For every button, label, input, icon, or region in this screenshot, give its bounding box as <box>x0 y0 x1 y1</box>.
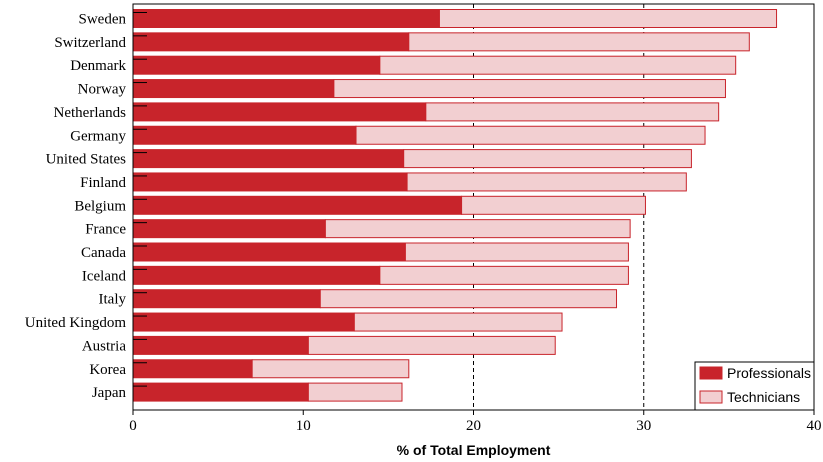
plot-frame <box>132 3 815 411</box>
category-label: Denmark <box>70 58 126 74</box>
category-label: United Kingdom <box>25 315 127 331</box>
x-tick-label: 10 <box>296 418 311 434</box>
bar-professionals-austria <box>132 335 309 355</box>
category-label: United States <box>46 152 127 168</box>
x-tick-label: 20 <box>466 418 481 434</box>
category-labels: Sweden Switzerland Denmark Norway Netherland… <box>25 12 127 402</box>
bar-professionals-denmark <box>132 55 381 75</box>
bar-professionals-canada <box>132 242 406 262</box>
bar-technicians-norway <box>333 79 726 99</box>
bar-technicians-austria <box>307 335 556 355</box>
category-label: Austria <box>82 338 127 354</box>
x-tick-label: 30 <box>636 418 651 434</box>
x-tick-label: 0 <box>129 418 137 434</box>
bar-technicians-italy <box>319 289 618 309</box>
bar-technicians-germany <box>355 125 706 145</box>
bar-technicians-korea <box>251 359 410 379</box>
bar-professionals-italy <box>132 289 321 309</box>
legend-swatch-professionals <box>699 366 723 380</box>
legend-swatch-technicians <box>699 390 723 404</box>
category-label: Finland <box>80 175 126 191</box>
bar-technicians-canada <box>404 242 629 262</box>
bar-technicians-denmark <box>379 55 737 75</box>
bar-technicians-japan <box>307 382 403 402</box>
category-label: Italy <box>99 292 127 308</box>
category-label: Netherlands <box>54 105 127 121</box>
bar-technicians-belgium <box>461 195 646 215</box>
bar-technicians-switzerland <box>408 32 750 52</box>
bar-technicians-netherlands <box>425 102 720 122</box>
bar-professionals-germany <box>132 125 357 145</box>
category-label: Iceland <box>82 268 127 284</box>
bar-professionals-france <box>132 219 326 239</box>
category-label: Japan <box>92 385 127 401</box>
bar-professionals-iceland <box>132 265 381 285</box>
category-label: Korea <box>89 362 126 378</box>
bar-professionals-korea <box>132 359 253 379</box>
bar-professionals-finland <box>132 172 408 192</box>
category-label: Canada <box>81 245 126 261</box>
legend-label-professionals: Professionals <box>727 365 811 381</box>
bar-professionals-united-kingdom <box>132 312 355 332</box>
category-label: Germany <box>70 128 126 144</box>
category-label: France <box>85 222 126 238</box>
bar-professionals-japan <box>132 382 309 402</box>
bar-technicians-france <box>324 219 631 239</box>
x-axis: 0 10 20 30 40 <box>129 410 822 434</box>
bar-technicians-united-states <box>403 149 692 169</box>
bar-professionals-belgium <box>132 195 463 215</box>
bar-professionals-sweden <box>132 9 440 28</box>
bar-professionals-switzerland <box>132 32 410 52</box>
category-label: Sweden <box>79 12 127 28</box>
bar-technicians-united-kingdom <box>353 312 563 332</box>
x-axis-title: % of Total Employment <box>397 442 551 458</box>
x-tick-label: 40 <box>807 418 822 434</box>
bar-professionals-united-states <box>132 149 405 169</box>
category-label: Norway <box>78 82 127 98</box>
legend: Professionals Technicians <box>694 361 815 411</box>
bar-professionals-netherlands <box>132 102 427 122</box>
category-label: Switzerland <box>54 35 126 51</box>
bar-technicians-finland <box>406 172 687 192</box>
legend-label-technicians: Technicians <box>727 389 800 405</box>
bars <box>132 9 778 402</box>
bar-technicians-iceland <box>379 265 629 285</box>
category-label: Belgium <box>74 198 126 214</box>
bar-professionals-norway <box>132 79 335 99</box>
bar-technicians-sweden <box>438 9 778 28</box>
